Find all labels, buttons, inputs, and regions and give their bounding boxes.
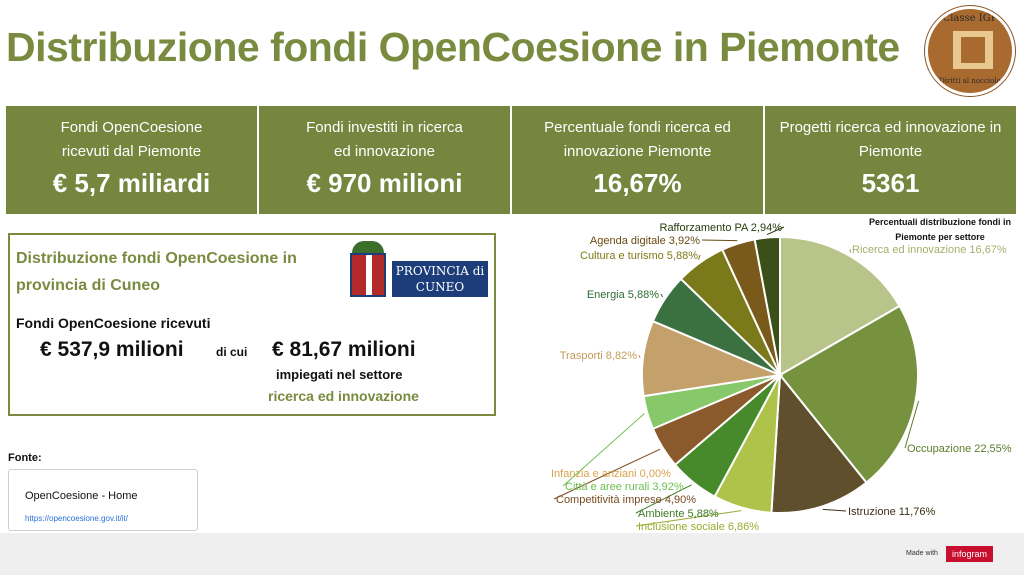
stat-label: Fondi OpenCoesione ricevuti dal Piemonte bbox=[60, 119, 203, 160]
source-link[interactable]: https://opencoesione.gov.it/it/ bbox=[25, 514, 129, 523]
logo-mark-icon bbox=[953, 31, 993, 69]
pie-label-competitivit-imprese: Competitività imprese 4,90% bbox=[556, 494, 696, 506]
pie-label-cultura-e-turismo: Cultura e turismo 5,88% bbox=[580, 250, 698, 262]
ricerca-sector-label: ricerca ed innovazione bbox=[268, 388, 419, 404]
brand-logo: Classe IGP Diritti al nocciolo bbox=[925, 6, 1015, 96]
pie-leader-istruzione bbox=[822, 508, 847, 512]
stats-bar: Fondi OpenCoesione ricevuti dal Piemonte… bbox=[6, 106, 1016, 214]
provincia-name: PROVINCIA di CUNEO bbox=[392, 261, 488, 297]
stat-value: 5361 bbox=[861, 168, 920, 198]
cuneo-title: Distribuzione fondi OpenCoesione in prov… bbox=[16, 250, 297, 294]
pie-slice-istruzione[interactable] bbox=[770, 372, 868, 514]
pie-label-istruzione: Istruzione 11,76% bbox=[848, 506, 935, 518]
logo-top-text: Classe IGP bbox=[942, 13, 998, 24]
pie-slice-ricerca-ed-innovazione[interactable] bbox=[779, 235, 901, 377]
pie-label-rafforzamento-pa: Rafforzamento PA 2,94% bbox=[660, 222, 783, 234]
stat-label: Fondi investiti in ricerca ed innovazion… bbox=[306, 119, 463, 160]
stat-progetti-ricerca: Progetti ricerca ed innovazione in Piemo… bbox=[765, 106, 1016, 214]
pie-label-ricerca-ed-innovazione: Ricerca ed innovazione 16,67% bbox=[852, 244, 1007, 256]
impiegati-label: impiegati nel settore bbox=[276, 367, 403, 382]
stat-label: Progetti ricerca ed innovazione in Piemo… bbox=[779, 119, 1002, 160]
pie-leader-ambiente bbox=[635, 484, 692, 514]
shield-icon bbox=[350, 253, 386, 297]
pie-leader-agenda-digitale bbox=[701, 239, 738, 242]
pie-leader-inclusione-sociale bbox=[635, 510, 742, 527]
stat-percentuale-ricerca: Percentuale fondi ricerca ed innovazione… bbox=[512, 106, 765, 214]
logo-bottom-text: Diritti al nocciolo bbox=[939, 77, 1001, 85]
stat-value: € 5,7 miliardi bbox=[52, 168, 211, 198]
pie-label-occupazione: Occupazione 22,55% bbox=[907, 443, 1012, 455]
cuneo-ricerca-value: € 81,67 milioni bbox=[272, 338, 416, 361]
pie-label-agenda-digitale: Agenda digitale 3,92% bbox=[590, 235, 700, 247]
stat-fondi-ricerca: Fondi investiti in ricerca ed innovazion… bbox=[259, 106, 512, 214]
pie-leader-citt-e-aree-rurali bbox=[562, 413, 645, 487]
source-card[interactable]: OpenCoesione - Home https://opencoesione… bbox=[8, 469, 198, 531]
chart-title: Percentuali distribuzione fondi in Piemo… bbox=[868, 217, 1011, 242]
source-title[interactable]: OpenCoesione - Home bbox=[25, 490, 138, 502]
source-label: Fonte: bbox=[8, 452, 42, 464]
stat-value: 16,67% bbox=[593, 168, 682, 198]
stat-label: Percentuale fondi ricerca ed innovazione… bbox=[544, 119, 731, 160]
pie-leader-cultura-e-turismo bbox=[698, 254, 701, 261]
pie-leader-occupazione bbox=[904, 400, 920, 449]
pie-label-inclusione-sociale: Inclusione sociale 6,86% bbox=[638, 521, 759, 533]
infogram-brand[interactable]: infogram bbox=[946, 546, 994, 562]
pie-label-infanzia-e-anziani: Infanzia e anziani 0,00% bbox=[551, 468, 671, 480]
provincia-cuneo-logo: PROVINCIA di CUNEO bbox=[350, 241, 488, 301]
pie-label-citt-e-aree-rurali: Città e aree rurali 3,92% bbox=[565, 481, 684, 493]
pie-label-energia: Energia 5,88% bbox=[587, 289, 659, 301]
pie-slice-rafforzamento-pa[interactable] bbox=[753, 235, 781, 376]
cuneo-panel: Distribuzione fondi OpenCoesione in prov… bbox=[8, 233, 496, 416]
made-with-label: Made with bbox=[906, 550, 938, 557]
footer: Made with infogram bbox=[0, 533, 1024, 575]
pie-leader-competitivit-imprese bbox=[553, 448, 661, 500]
pie-leader-ricerca-ed-innovazione bbox=[849, 248, 852, 253]
stat-value: € 970 milioni bbox=[306, 168, 463, 198]
pie-leader-rafforzamento-pa bbox=[766, 226, 785, 236]
di-cui-label: di cui bbox=[216, 345, 248, 359]
crown-icon bbox=[352, 241, 384, 253]
stat-fondi-piemonte: Fondi OpenCoesione ricevuti dal Piemonte… bbox=[6, 106, 259, 214]
pie-leader-trasporti bbox=[638, 354, 641, 358]
cuneo-fondi-label: Fondi OpenCoesione ricevuti bbox=[16, 315, 211, 331]
pie-leader-energia bbox=[660, 293, 663, 298]
page-title: Distribuzione fondi OpenCoesione in Piem… bbox=[6, 24, 900, 70]
pie-label-ambiente: Ambiente 5,88% bbox=[638, 508, 719, 520]
pie-slice-occupazione[interactable] bbox=[778, 304, 919, 484]
pie-label-trasporti: Trasporti 8,82% bbox=[560, 350, 637, 362]
cuneo-fondi-value: € 537,9 milioni bbox=[40, 338, 184, 361]
